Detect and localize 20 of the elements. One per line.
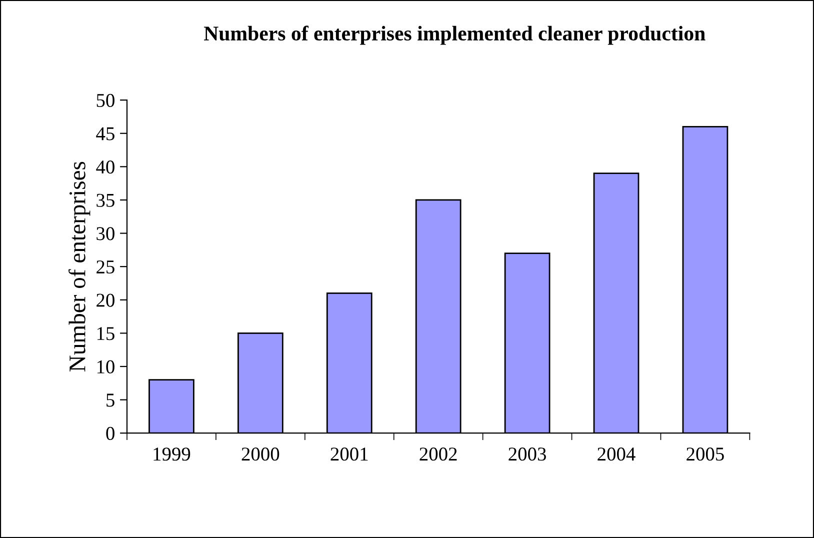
x-tick-label: 1999 [154,448,190,461]
y-tick-label: 10 [97,360,114,374]
x-tick-label: 2001 [330,448,368,461]
y-tick-label: 40 [96,160,114,174]
chart-title: Numbers of enterprises implemented cleaner production [204,26,706,45]
y-tick-label: 20 [96,294,114,307]
y-tick-label: 25 [96,260,114,274]
y-tick-label: 5 [106,394,114,407]
x-tick-label: 2004 [598,448,636,461]
y-tick-label: 30 [96,227,114,240]
y-tick-label: 50 [96,94,114,108]
x-tick-label: 2000 [242,448,280,461]
y-tick-label: 45 [96,127,114,140]
y-tick-label: 15 [97,327,114,340]
x-tick-label: 2003 [508,448,546,461]
y-tick-label: 35 [96,194,114,207]
y-axis-title: Number of enterprises [68,162,90,372]
x-tick-label: 2005 [686,448,724,461]
y-tick-label: 0 [106,426,114,440]
x-tick-label: 2002 [420,448,457,461]
